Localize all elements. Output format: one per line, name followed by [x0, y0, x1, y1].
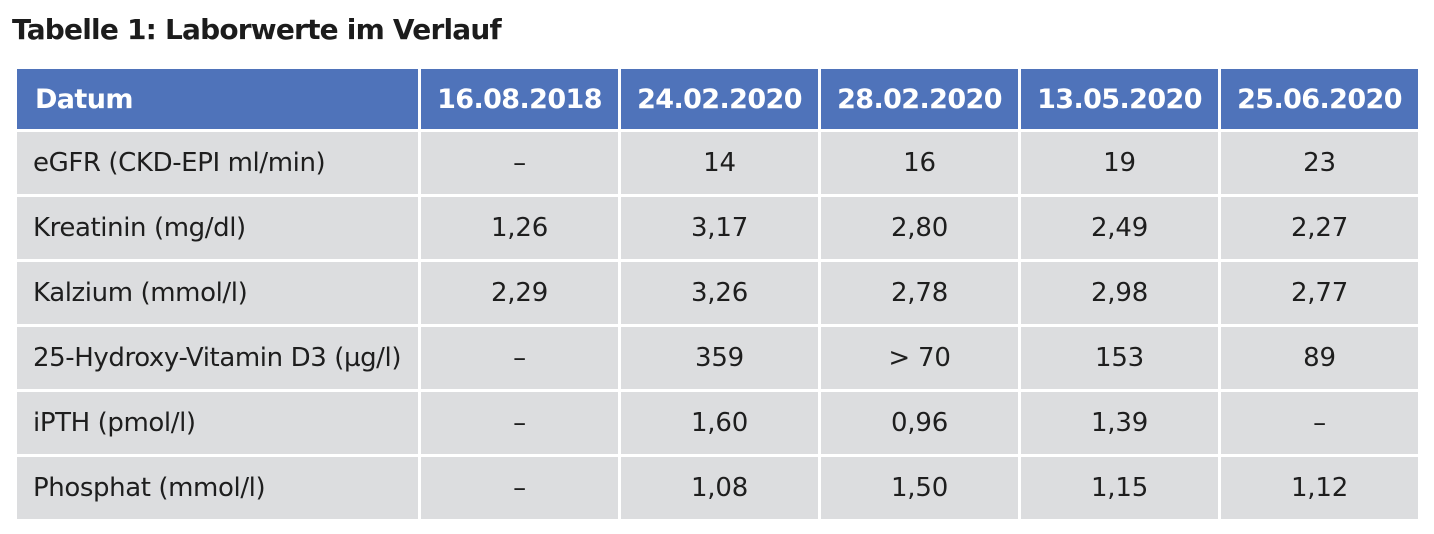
table-cell: 89 [1221, 327, 1418, 389]
table-cell: 2,80 [821, 197, 1018, 259]
table-cell: 1,26 [421, 197, 618, 259]
table-cell: 19 [1021, 132, 1218, 194]
table-cell: – [421, 392, 618, 454]
row-label: 25-Hydroxy-Vitamin D3 (µg/l) [17, 327, 418, 389]
table-cell: 153 [1021, 327, 1218, 389]
header-cell-date: 28.02.2020 [821, 69, 1018, 129]
table-cell: – [421, 327, 618, 389]
table-cell: 1,39 [1021, 392, 1218, 454]
table-title: Tabelle 1: Laborwerte im Verlauf [12, 13, 502, 46]
lab-values-table: Datum 16.08.2018 24.02.2020 28.02.2020 1… [14, 66, 1421, 522]
table-cell: 3,26 [621, 262, 818, 324]
table-cell: 2,77 [1221, 262, 1418, 324]
header-cell-date: 16.08.2018 [421, 69, 618, 129]
table-row: Kreatinin (mg/dl) 1,26 3,17 2,80 2,49 2,… [17, 197, 1418, 259]
header-cell-date: 24.02.2020 [621, 69, 818, 129]
row-label: Kreatinin (mg/dl) [17, 197, 418, 259]
table-cell: > 70 [821, 327, 1018, 389]
table-row: Kalzium (mmol/l) 2,29 3,26 2,78 2,98 2,7… [17, 262, 1418, 324]
table-cell: 1,50 [821, 457, 1018, 519]
table-cell: 1,15 [1021, 457, 1218, 519]
table-cell: 359 [621, 327, 818, 389]
row-label: Phosphat (mmol/l) [17, 457, 418, 519]
table-cell: 1,08 [621, 457, 818, 519]
table-cell: 2,27 [1221, 197, 1418, 259]
table-row: eGFR (CKD-EPI ml/min) – 14 16 19 23 [17, 132, 1418, 194]
header-cell-date: 25.06.2020 [1221, 69, 1418, 129]
table-cell: 3,17 [621, 197, 818, 259]
header-row: Datum 16.08.2018 24.02.2020 28.02.2020 1… [17, 69, 1418, 129]
table-row: Phosphat (mmol/l) – 1,08 1,50 1,15 1,12 [17, 457, 1418, 519]
table-row: iPTH (pmol/l) – 1,60 0,96 1,39 – [17, 392, 1418, 454]
table-cell: 2,98 [1021, 262, 1218, 324]
table-cell: – [421, 132, 618, 194]
table-cell: 23 [1221, 132, 1418, 194]
table-cell: 1,12 [1221, 457, 1418, 519]
header-cell-date: 13.05.2020 [1021, 69, 1218, 129]
table-cell: 16 [821, 132, 1018, 194]
table-cell: 2,29 [421, 262, 618, 324]
row-label: iPTH (pmol/l) [17, 392, 418, 454]
table-cell: – [1221, 392, 1418, 454]
table-cell: 2,78 [821, 262, 1018, 324]
table-cell: – [421, 457, 618, 519]
row-label: eGFR (CKD-EPI ml/min) [17, 132, 418, 194]
table-cell: 2,49 [1021, 197, 1218, 259]
table-cell: 0,96 [821, 392, 1018, 454]
table-cell: 1,60 [621, 392, 818, 454]
header-cell-datum: Datum [17, 69, 418, 129]
table-cell: 14 [621, 132, 818, 194]
table-row: 25-Hydroxy-Vitamin D3 (µg/l) – 359 > 70 … [17, 327, 1418, 389]
row-label: Kalzium (mmol/l) [17, 262, 418, 324]
